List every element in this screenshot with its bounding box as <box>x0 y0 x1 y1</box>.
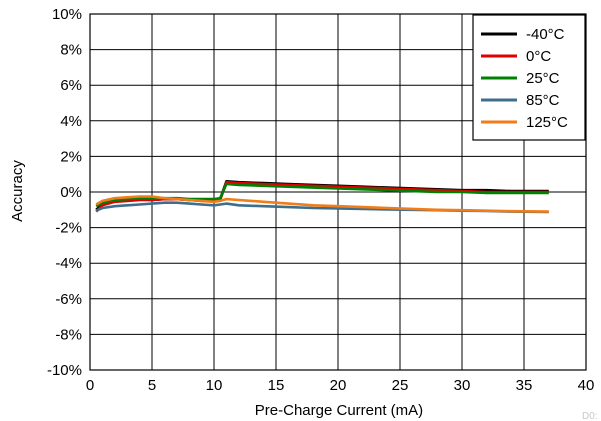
x-tick-label: 35 <box>516 377 533 394</box>
x-tick-label: 30 <box>454 377 471 394</box>
legend-label-1: 0°C <box>526 48 551 65</box>
tick-labels: 0 5 10 15 20 25 30 35 40 -10% -8% -6% -4% -2% 0% 2% 4% 6%… <box>47 6 594 394</box>
series-line-1 <box>95 180 549 213</box>
y-tick-label: -2% <box>55 220 82 237</box>
series-line-4 <box>95 195 549 213</box>
x-tick-label: 20 <box>330 377 347 394</box>
y-tick-label: -8% <box>55 326 82 343</box>
y-tick-label: 2% <box>60 148 82 165</box>
y-tick-label: -4% <box>55 255 82 272</box>
x-tick-label: 25 <box>392 377 409 394</box>
series-lines <box>95 180 549 214</box>
x-tick-label: 40 <box>578 377 595 394</box>
legend-label-4: 125°C <box>526 114 568 131</box>
y-tick-label: 4% <box>60 113 82 130</box>
legend: -40°C 0°C 25°C 85°C 125°C <box>472 14 586 141</box>
y-tick-label: -10% <box>47 362 82 379</box>
legend-label-2: 25°C <box>526 70 560 87</box>
x-tick-label: 10 <box>206 377 223 394</box>
figure-id-footnote: D0: <box>582 411 598 421</box>
x-tick-label: 15 <box>268 377 285 394</box>
legend-label-3: 85°C <box>526 92 560 109</box>
y-tick-label: 8% <box>60 42 82 59</box>
grid-lines <box>89 13 587 371</box>
x-tick-label: 0 <box>86 377 94 394</box>
x-tick-label: 5 <box>148 377 156 394</box>
legend-label-0: -40°C <box>526 26 565 43</box>
y-tick-label: 6% <box>60 77 82 94</box>
y-axis-title: Accuracy <box>9 160 26 222</box>
y-tick-label: -6% <box>55 291 82 308</box>
x-axis-title: Pre-Charge Current (mA) <box>255 402 423 419</box>
y-tick-label: 10% <box>52 6 82 23</box>
plot-frame <box>89 13 587 371</box>
series-line-2 <box>95 182 549 208</box>
y-tick-label: 0% <box>60 184 82 201</box>
